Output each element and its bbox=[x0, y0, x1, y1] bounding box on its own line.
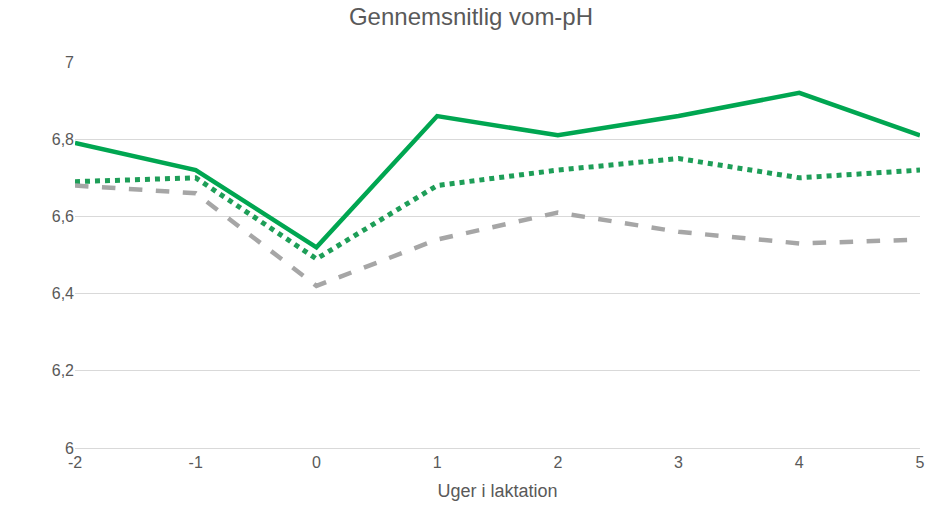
svg-text:2: 2 bbox=[553, 454, 562, 471]
svg-text:1: 1 bbox=[433, 454, 442, 471]
svg-text:6,4: 6,4 bbox=[52, 285, 74, 302]
svg-text:6: 6 bbox=[65, 440, 74, 457]
svg-text:6,2: 6,2 bbox=[52, 362, 74, 379]
svg-text:0: 0 bbox=[312, 454, 321, 471]
svg-text:3: 3 bbox=[674, 454, 683, 471]
svg-text:7: 7 bbox=[65, 54, 74, 71]
svg-text:6,8: 6,8 bbox=[52, 131, 74, 148]
svg-text:-1: -1 bbox=[189, 454, 203, 471]
svg-text:-2: -2 bbox=[68, 454, 82, 471]
svg-text:Gennemsnitlig vom-pH: Gennemsnitlig vom-pH bbox=[349, 3, 593, 30]
svg-text:6,6: 6,6 bbox=[52, 208, 74, 225]
svg-text:Uger i laktation: Uger i laktation bbox=[437, 481, 557, 501]
svg-text:4: 4 bbox=[795, 454, 804, 471]
svg-text:5: 5 bbox=[916, 454, 925, 471]
